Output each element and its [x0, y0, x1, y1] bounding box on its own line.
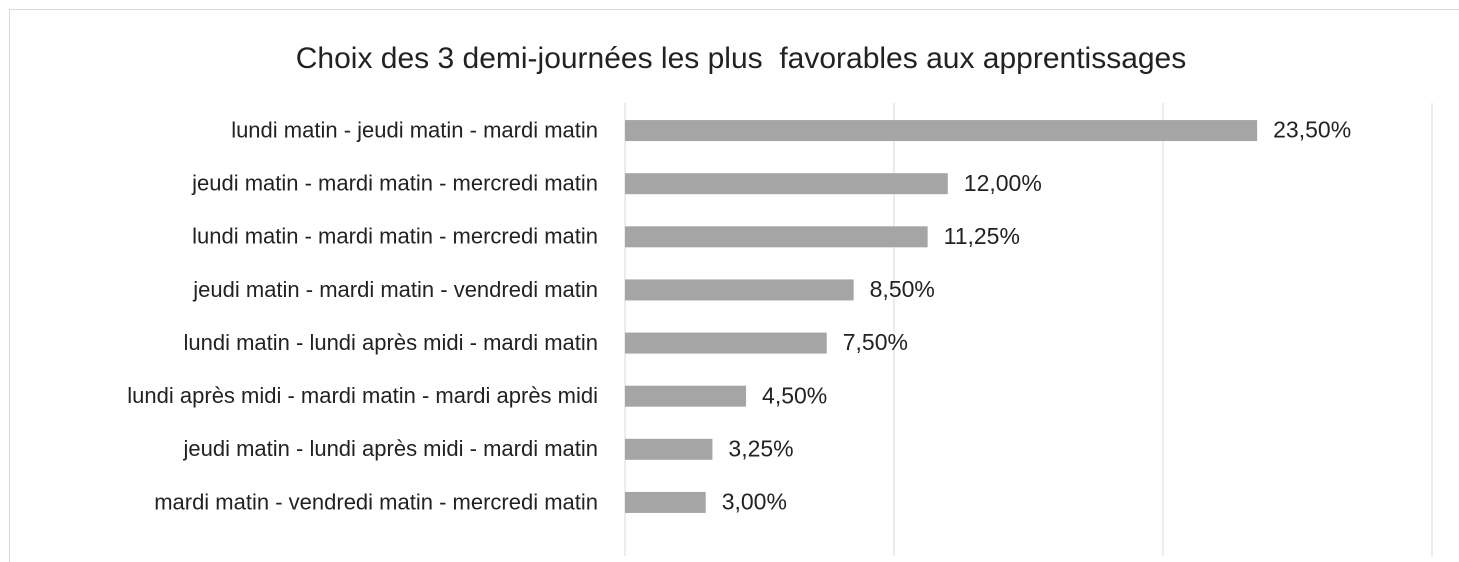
y-tick-label: lundi après midi - mardi matin - mardi a…	[127, 383, 598, 408]
chart-title: Choix des 3 demi-journées les plus favor…	[296, 42, 1187, 75]
value-label: 4,50%	[762, 382, 827, 408]
y-tick-label: jeudi matin - mardi matin - mercredi mat…	[191, 171, 598, 196]
y-tick-label: mardi matin - vendredi matin - mercredi …	[154, 489, 598, 514]
y-tick-label: jeudi matin - mardi matin - vendredi mat…	[192, 277, 598, 302]
value-label: 23,50%	[1273, 117, 1351, 143]
y-tick-label: lundi matin - jeudi matin - mardi matin	[231, 117, 598, 142]
value-label: 3,00%	[722, 489, 787, 515]
bar	[625, 226, 928, 248]
chart-border	[9, 9, 1459, 562]
value-label: 11,25%	[944, 223, 1020, 249]
y-tick-label: lundi matin - mardi matin - mercredi mat…	[192, 224, 598, 249]
value-label: 3,25%	[728, 435, 793, 461]
value-label: 8,50%	[870, 276, 935, 302]
value-label: 7,50%	[843, 329, 908, 355]
bar	[625, 173, 948, 195]
bar	[625, 120, 1258, 142]
value-label: 12,00%	[964, 170, 1042, 196]
bar	[625, 332, 827, 354]
bar	[625, 279, 854, 301]
bar	[625, 438, 713, 460]
bar	[625, 385, 747, 407]
bar	[625, 491, 706, 513]
y-tick-label: jeudi matin - lundi après midi - mardi m…	[183, 436, 599, 461]
y-tick-label: lundi matin - lundi après midi - mardi m…	[184, 330, 599, 355]
